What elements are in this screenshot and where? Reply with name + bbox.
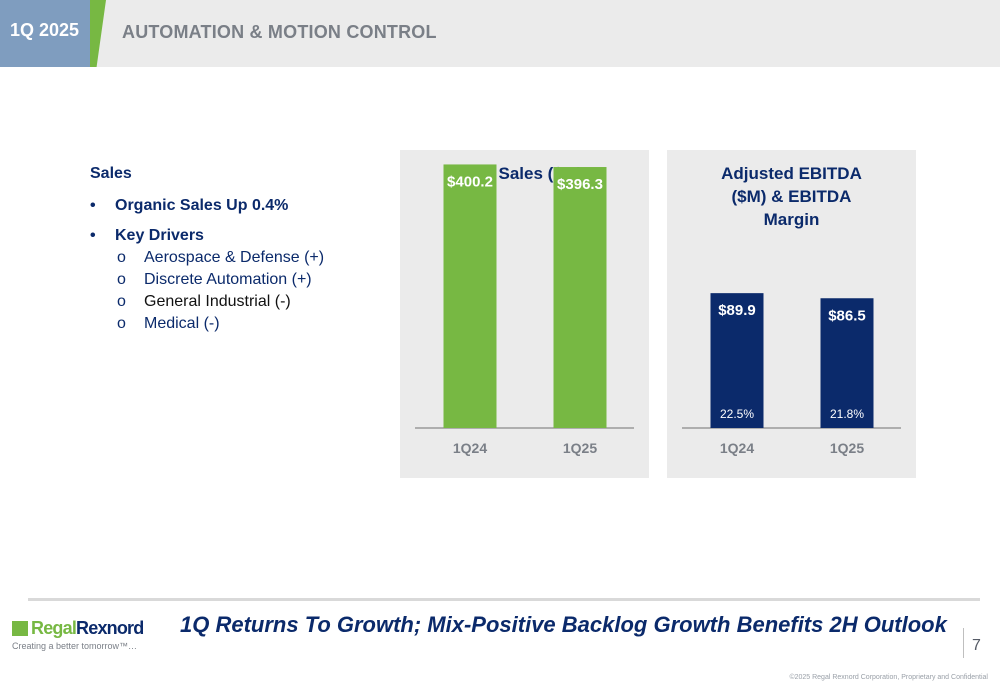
category-tick-label: 1Q25 xyxy=(563,440,597,456)
sub-item-text: Medical (-) xyxy=(144,315,220,332)
sub-bullet: o xyxy=(117,249,126,266)
logo-text-regal: Regal xyxy=(31,618,77,638)
category-tick-label: 1Q24 xyxy=(453,440,487,456)
sales-drivers: Sales • Organic Sales Up 0.4% • Key Driv… xyxy=(90,165,324,335)
bar-1q24 xyxy=(443,164,497,428)
page-number-divider xyxy=(963,628,964,658)
data-label: $86.5 xyxy=(828,307,866,324)
sub-bullet: o xyxy=(117,271,126,288)
data-label: $89.9 xyxy=(718,302,756,319)
sub-item-text: Discrete Automation (+) xyxy=(144,271,312,288)
data-label: $400.2 xyxy=(447,173,493,190)
sub-bullet: o xyxy=(117,315,126,332)
net-sales-chart-panel: Net Sales ($M) $400.2 1Q24 $396.3 1Q25 xyxy=(400,150,649,478)
page-title: AUTOMATION & MOTION CONTROL xyxy=(122,22,437,42)
logo-tagline: Creating a better tomorrow™… xyxy=(12,641,138,651)
bullet-dot: • xyxy=(90,197,96,214)
margin-label: 21.8% xyxy=(830,407,864,421)
sub-item-discrete: o Discrete Automation (+) xyxy=(117,269,324,291)
bullet-dot: • xyxy=(90,227,96,244)
sales-heading: Sales xyxy=(90,165,132,182)
footer-divider xyxy=(28,598,980,601)
sub-bullet: o xyxy=(117,293,126,310)
slide-headline: 1Q Returns To Growth; Mix-Positive Backl… xyxy=(180,612,947,637)
bar-1q25 xyxy=(553,167,607,428)
chart-title-line: Adjusted EBITDA xyxy=(721,164,862,183)
ebitda-chart-panel: Adjusted EBITDA ($M) & EBITDA Margin $89… xyxy=(667,150,916,478)
sub-item-medical: o Medical (-) xyxy=(117,313,324,335)
sub-item-text: Aerospace & Defense (+) xyxy=(144,249,325,266)
bar-1q25 xyxy=(820,298,874,428)
logo-mark-icon xyxy=(12,621,28,636)
data-label: $396.3 xyxy=(557,176,603,193)
chart-title: Adjusted EBITDA ($M) & EBITDA Margin xyxy=(667,162,916,231)
margin-label: 22.5% xyxy=(720,407,754,421)
chart-title-line: Margin xyxy=(763,210,820,229)
page-number: 7 xyxy=(972,637,981,654)
category-tick-label: 1Q24 xyxy=(720,440,754,456)
bullet-key-drivers: • Key Drivers xyxy=(90,227,324,245)
sub-item-aerospace: o Aerospace & Defense (+) xyxy=(117,247,324,269)
sub-item-general-industrial: o General Industrial (-) xyxy=(117,291,324,313)
ebitda-chart: $89.9 22.5% 1Q24 $86.5 21.8% 1Q25 xyxy=(682,293,901,456)
quarter-label: 1Q 2025 xyxy=(10,20,80,40)
logo-text-rexnord: Rexnord xyxy=(76,618,144,638)
chart-title-line: ($M) & EBITDA xyxy=(731,187,852,206)
copyright-notice: ©2025 Regal Rexnord Corporation, Proprie… xyxy=(789,674,988,681)
sub-item-text: General Industrial (-) xyxy=(144,293,291,310)
header-blue-block xyxy=(0,0,90,67)
bullet-organic-sales: • Organic Sales Up 0.4% xyxy=(90,197,324,215)
header-bar: 1Q 2025 AUTOMATION & MOTION CONTROL xyxy=(0,0,1000,67)
net-sales-chart: $400.2 1Q24 $396.3 1Q25 xyxy=(415,164,634,456)
bar-1q24 xyxy=(710,293,764,428)
company-logo: RegalRexnord xyxy=(12,618,144,639)
bullet-text: Key Drivers xyxy=(115,227,204,244)
category-tick-label: 1Q25 xyxy=(830,440,864,456)
bullet-text: Organic Sales Up 0.4% xyxy=(115,197,289,214)
